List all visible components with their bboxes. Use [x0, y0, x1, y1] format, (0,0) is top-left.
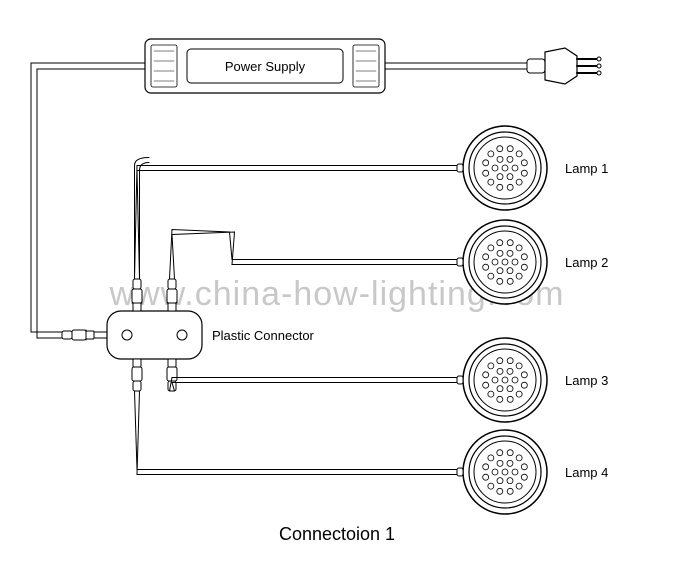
connector-port-top — [132, 279, 142, 311]
lamp — [457, 126, 547, 210]
lamp-label: Lamp 2 — [565, 255, 608, 270]
power-supply: Power Supply — [139, 39, 385, 93]
lamp — [457, 338, 547, 422]
lamp — [457, 430, 547, 514]
plastic-connector — [107, 311, 202, 359]
connector-label: Plastic Connector — [212, 328, 315, 343]
connector-port-bottom — [132, 359, 142, 391]
ac-plug — [527, 48, 601, 84]
connector-port-bottom — [167, 359, 177, 391]
lamp-label: Lamp 3 — [565, 373, 608, 388]
connector-port-top — [167, 279, 177, 311]
diagram-title: Connectoion 1 — [279, 524, 395, 544]
lamp-label: Lamp 1 — [565, 161, 608, 176]
lamp-label: Lamp 4 — [565, 465, 608, 480]
input-jack — [62, 330, 107, 340]
power-supply-label: Power Supply — [225, 59, 306, 74]
